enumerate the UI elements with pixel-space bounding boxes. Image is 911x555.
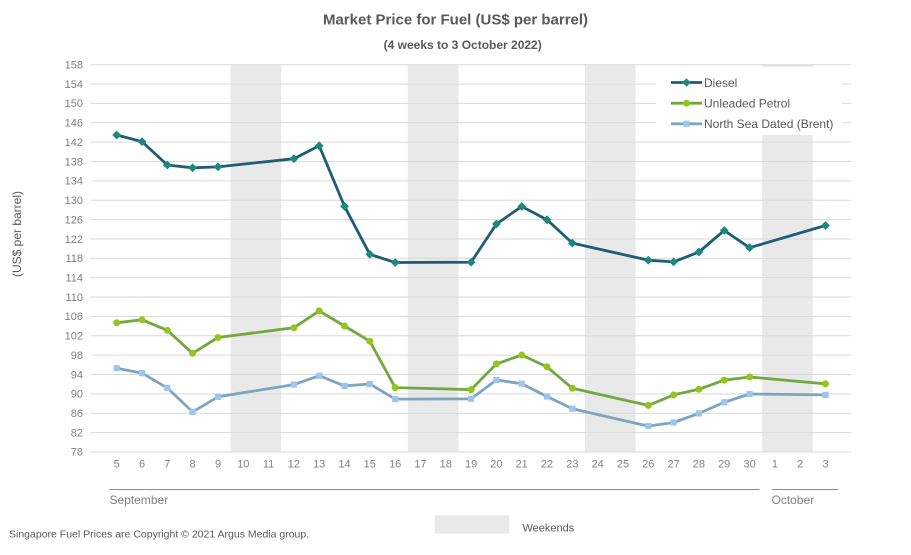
svg-text:20: 20 [490, 459, 502, 471]
svg-text:26: 26 [642, 459, 654, 471]
svg-text:1: 1 [772, 459, 778, 471]
svg-text:24: 24 [592, 459, 604, 471]
svg-text:14: 14 [338, 459, 350, 471]
svg-text:North Sea Dated (Brent): North Sea Dated (Brent) [704, 117, 833, 131]
svg-text:102: 102 [65, 331, 83, 343]
svg-text:October: October [772, 493, 815, 507]
svg-text:78: 78 [71, 447, 83, 459]
svg-text:16: 16 [389, 459, 401, 471]
svg-text:September: September [110, 493, 169, 507]
svg-text:11: 11 [263, 459, 274, 471]
svg-text:(US$ per barrel): (US$ per barrel) [10, 191, 24, 277]
svg-text:2: 2 [797, 459, 803, 471]
svg-text:23: 23 [566, 459, 578, 471]
svg-text:90: 90 [71, 389, 83, 401]
svg-text:6: 6 [139, 459, 145, 471]
svg-text:118: 118 [65, 253, 83, 265]
svg-text:Singapore Fuel Prices are Copy: Singapore Fuel Prices are Copyright © 20… [9, 529, 309, 541]
svg-text:154: 154 [65, 79, 83, 91]
svg-text:21: 21 [516, 459, 528, 471]
svg-text:138: 138 [65, 156, 83, 168]
svg-text:142: 142 [65, 137, 83, 149]
svg-text:19: 19 [465, 459, 477, 471]
svg-text:146: 146 [65, 118, 83, 130]
svg-text:86: 86 [71, 408, 83, 420]
svg-text:9: 9 [215, 459, 221, 471]
svg-text:134: 134 [65, 176, 83, 188]
svg-text:30: 30 [743, 459, 755, 471]
svg-text:98: 98 [71, 350, 83, 362]
svg-text:22: 22 [541, 459, 553, 471]
svg-text:114: 114 [65, 273, 83, 285]
svg-text:15: 15 [364, 459, 376, 471]
svg-text:110: 110 [65, 292, 83, 304]
svg-text:82: 82 [71, 427, 83, 439]
svg-text:94: 94 [71, 369, 83, 381]
svg-text:(4 weeks to 3 October 2022): (4 weeks to 3 October 2022) [384, 38, 542, 52]
svg-text:17: 17 [414, 459, 426, 471]
svg-text:106: 106 [65, 311, 83, 323]
svg-text:28: 28 [693, 459, 705, 471]
svg-text:158: 158 [65, 60, 83, 72]
svg-text:Market Price for Fuel (US$ per: Market Price for Fuel (US$ per barrel) [323, 12, 588, 29]
svg-text:12: 12 [288, 459, 300, 471]
svg-text:10: 10 [237, 459, 249, 471]
svg-text:Diesel: Diesel [704, 76, 737, 90]
svg-text:18: 18 [440, 459, 452, 471]
svg-text:25: 25 [617, 459, 629, 471]
svg-text:126: 126 [65, 214, 83, 226]
svg-text:130: 130 [65, 195, 83, 207]
svg-text:122: 122 [65, 234, 83, 246]
svg-text:Weekends: Weekends [523, 523, 575, 535]
svg-text:Unleaded Petrol: Unleaded Petrol [704, 97, 790, 111]
svg-text:7: 7 [164, 459, 170, 471]
svg-text:29: 29 [718, 459, 730, 471]
svg-text:27: 27 [667, 459, 679, 471]
svg-text:150: 150 [65, 98, 83, 110]
svg-text:13: 13 [313, 459, 325, 471]
svg-text:5: 5 [114, 459, 120, 471]
svg-text:3: 3 [822, 459, 828, 471]
svg-text:8: 8 [190, 459, 196, 471]
